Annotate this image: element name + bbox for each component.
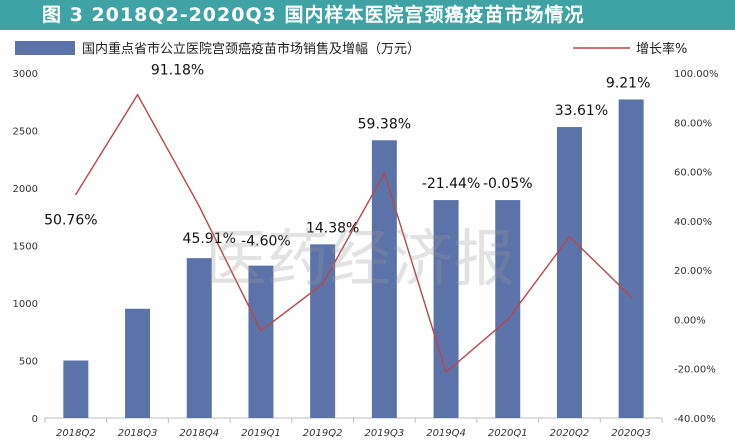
x-tick-label: 2018Q4	[179, 428, 219, 439]
y-left-tick-label: 1500	[13, 242, 38, 253]
bar	[125, 308, 151, 418]
bar	[371, 140, 397, 418]
x-tick-label: 2020Q2	[550, 428, 590, 439]
y-right-tick-label: -20.00%	[674, 365, 716, 376]
growth-point	[630, 295, 632, 298]
growth-point	[506, 318, 509, 321]
growth-point	[383, 172, 386, 174]
y-left-tick-label: 1000	[13, 299, 38, 310]
y-right-tick-label: -40.00%	[674, 414, 716, 425]
x-tick-label: 2020Q1	[488, 428, 528, 439]
bar	[248, 265, 274, 418]
y-right-tick-label: 100.00%	[674, 69, 719, 80]
data-label: -0.05%	[483, 176, 533, 192]
x-tick-label: 2019Q1	[241, 428, 281, 439]
legend-bar-swatch	[15, 41, 75, 55]
growth-point	[445, 371, 447, 374]
chart-title: 图 3 2018Q2-2020Q3 国内样本医院宫颈癌疫苗市场情况	[0, 0, 735, 30]
data-label: -21.44%	[422, 176, 480, 192]
data-label: 59.38%	[358, 116, 411, 132]
data-label: 14.38%	[306, 220, 359, 236]
bar	[618, 99, 644, 418]
bar	[186, 258, 212, 418]
bar	[556, 127, 582, 419]
y-left-tick-label: 500	[19, 357, 38, 368]
x-tick-label: 2019Q4	[426, 428, 466, 439]
x-tick-label: 2018Q3	[118, 428, 158, 439]
y-right-tick-label: 20.00%	[674, 266, 712, 277]
legend-line-label: 增长率%	[636, 41, 687, 57]
x-tick-label: 2020Q3	[611, 428, 651, 439]
bar	[433, 200, 459, 418]
growth-point	[75, 193, 77, 196]
data-label: 91.18%	[151, 63, 204, 79]
y-left-tick-label: 2000	[13, 184, 38, 195]
y-right-tick-label: 0.00%	[674, 315, 706, 326]
y-left-tick-label: 2500	[13, 127, 38, 138]
watermark: 医药经济报	[205, 222, 515, 295]
growth-point	[136, 93, 139, 96]
growth-line	[75, 93, 632, 374]
x-tick-label: 2019Q2	[303, 428, 343, 439]
data-label: 50.76%	[44, 212, 97, 228]
legend-bar-label: 国内重点省市公立医院宫颈癌疫苗市场销售及增幅（万元）	[82, 41, 420, 57]
y-left-tick-label: 3000	[13, 69, 38, 80]
data-label: 45.91%	[183, 231, 236, 247]
data-label: -4.60%	[241, 234, 291, 250]
growth-point	[321, 283, 324, 285]
growth-point	[260, 329, 262, 332]
y-left-tick-label: 0	[32, 414, 38, 425]
growth-point	[568, 235, 571, 238]
x-tick-label: 2018Q2	[56, 428, 96, 439]
data-label: 9.21%	[606, 75, 650, 91]
bar	[63, 360, 89, 418]
bar	[310, 244, 336, 418]
y-right-tick-label: 40.00%	[674, 217, 712, 228]
growth-point	[198, 205, 201, 208]
y-right-tick-label: 60.00%	[674, 168, 712, 179]
x-tick-label: 2019Q3	[365, 428, 405, 439]
data-label: 33.61%	[555, 103, 608, 119]
y-right-tick-label: 80.00%	[674, 118, 712, 129]
